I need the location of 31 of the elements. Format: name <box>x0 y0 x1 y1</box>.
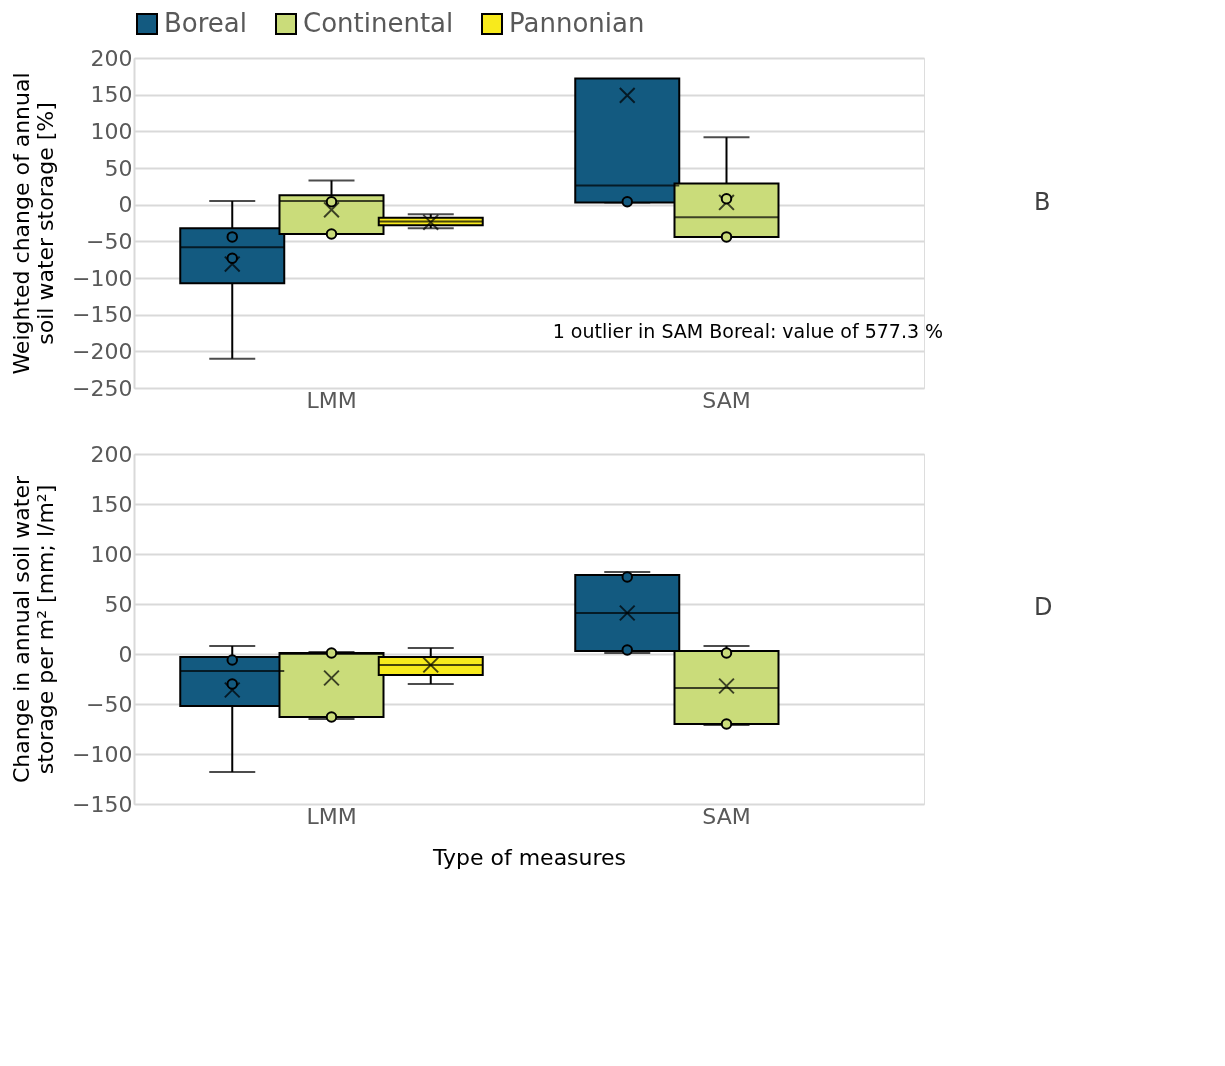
y-tick-label: 100 <box>90 541 133 567</box>
x-tick-label: SAM <box>702 803 751 829</box>
y-tick-label: −150 <box>72 302 133 328</box>
x-tick-label: SAM <box>702 387 751 413</box>
y-tick-label: 0 <box>118 192 133 218</box>
y-axis-title: Weighted change of annual soil water storage [%] <box>9 72 59 375</box>
x-axis-title: Type of measures <box>431 844 627 870</box>
legend-label: Boreal <box>164 8 248 38</box>
x-tick-label: LMM <box>306 803 357 829</box>
y-tick-label: −150 <box>72 791 133 817</box>
y-tick-label: −250 <box>72 375 133 401</box>
legend-label: Pannonian <box>509 8 645 38</box>
text: D <box>1034 593 1053 621</box>
text: B <box>1034 188 1051 217</box>
y-tick-label: 50 <box>104 591 133 617</box>
legend-label: Continental <box>303 8 454 38</box>
y-tick-label: −100 <box>72 265 133 291</box>
x-tick-label: LMM <box>306 387 357 413</box>
y-tick-label: 100 <box>90 118 133 144</box>
y-tick-label: −50 <box>86 228 133 254</box>
y-axis-title: Change in annual soil water storage per m² [mm; l/m²] <box>9 475 59 783</box>
y-tick-label: 150 <box>90 82 133 108</box>
y-tick-label: 150 <box>90 491 133 517</box>
y-tick-label: 200 <box>90 45 133 71</box>
annotation: 1 outlier in SAM Boreal: value of 577.3 % <box>552 319 944 342</box>
y-tick-label: 0 <box>118 641 133 667</box>
y-tick-label: −50 <box>86 691 133 717</box>
y-tick-label: 50 <box>104 155 133 181</box>
y-tick-label: 200 <box>90 441 133 467</box>
y-tick-label: −100 <box>72 741 133 767</box>
y-tick-label: −200 <box>72 338 133 364</box>
